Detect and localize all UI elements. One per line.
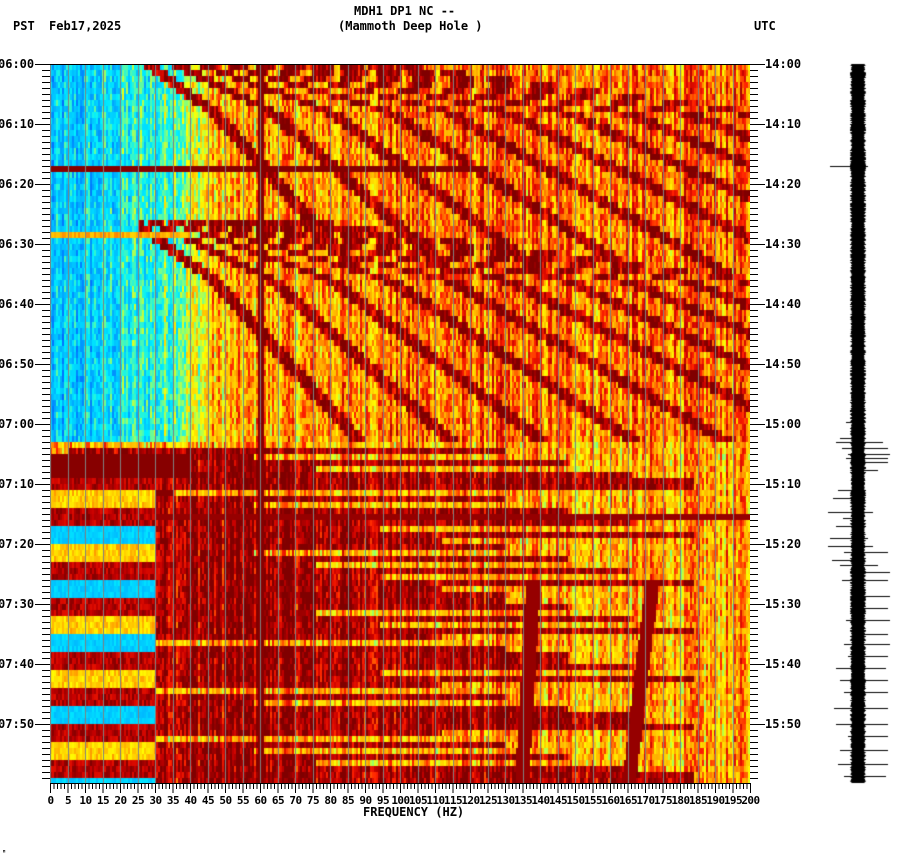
frequency-tick-label: 120 (461, 794, 480, 807)
right-time-tick-label: 15:30 (765, 597, 802, 611)
spectrogram-plot (50, 64, 750, 783)
right-time-tick-label: 14:10 (765, 117, 802, 131)
footer-mark: ᴴ (2, 849, 7, 857)
right-time-tick-label: 15:20 (765, 537, 802, 551)
right-time-tick-label: 14:30 (765, 237, 802, 251)
left-time-tick-label: 06:10 (0, 117, 35, 131)
frequency-tick-label: 85 (341, 794, 355, 807)
right-time-tick-label: 14:50 (765, 357, 802, 371)
frequency-axis: 0 5 10 15 20 25 30 35 40 45 50 55 60 65 70 75 80 85 90 95 10… (47, 783, 760, 813)
frequency-tick-label: 180 (671, 794, 690, 807)
frequency-tick-label: 65 (271, 794, 285, 807)
frequency-tick-label: 130 (496, 794, 515, 807)
left-time-tick-label: 07:40 (0, 657, 35, 671)
frequency-tick-label: 40 (184, 794, 197, 807)
right-time-tick-label: 15:50 (765, 717, 802, 731)
frequency-tick-label: 155 (583, 794, 603, 807)
left-timezone-label: PST (13, 19, 35, 33)
frequency-tick-label: 55 (236, 794, 250, 807)
frequency-tick-label: 35 (166, 794, 180, 807)
date-label: Feb17,2025 (49, 19, 122, 33)
frequency-tick-label: 185 (688, 794, 708, 807)
frequency-tick-label: 110 (426, 794, 445, 807)
seismogram-trace (800, 60, 902, 790)
frequency-tick-label: 15 (96, 794, 110, 807)
frequency-tick-label: 175 (653, 794, 673, 807)
frequency-tick-label: 95 (376, 794, 390, 807)
frequency-tick-label: 10 (79, 794, 92, 807)
chart-title-site: (Mammoth Deep Hole ) (338, 19, 483, 33)
frequency-tick-label: 150 (566, 794, 585, 807)
left-time-tick-label: 06:50 (0, 357, 35, 371)
frequency-tick-label: 160 (601, 794, 620, 807)
frequency-tick-label: 50 (219, 794, 232, 807)
frequency-tick-label: 80 (324, 794, 337, 807)
right-time-tick-label: 14:00 (765, 57, 802, 71)
frequency-tick-label: 30 (149, 794, 162, 807)
x-axis-title: FREQUENCY (HZ) (363, 805, 465, 819)
frequency-tick-label: 90 (359, 794, 372, 807)
frequency-tick-label: 145 (548, 794, 568, 807)
right-time-tick-label: 15:40 (765, 657, 802, 671)
frequency-tick-label: 190 (706, 794, 725, 807)
frequency-tick-label: 70 (289, 794, 302, 807)
left-time-tick-label: 06:20 (0, 177, 35, 191)
chart-title-station: MDH1 DP1 NC -- (354, 4, 456, 18)
frequency-tick-label: 125 (478, 794, 498, 807)
frequency-tick-label: 0 (47, 794, 54, 807)
right-time-tick-label: 15:00 (765, 417, 802, 431)
frequency-tick-label: 75 (306, 794, 320, 807)
frequency-tick-label: 60 (254, 794, 267, 807)
frequency-tick-label: 135 (513, 794, 533, 807)
right-time-tick-label: 14:40 (765, 297, 802, 311)
left-time-tick-label: 07:30 (0, 597, 35, 611)
frequency-tick-label: 100 (391, 794, 410, 807)
left-time-tick-label: 07:20 (0, 537, 35, 551)
frequency-tick-label: 115 (443, 794, 463, 807)
right-time-tick-label: 14:20 (765, 177, 802, 191)
left-time-tick-label: 06:40 (0, 297, 35, 311)
frequency-tick-label: 195 (723, 794, 743, 807)
left-time-tick-label: 07:00 (0, 417, 35, 431)
left-time-tick-label: 07:50 (0, 717, 35, 731)
left-time-tick-label: 06:00 (0, 57, 35, 71)
frequency-tick-label: 20 (114, 794, 127, 807)
left-time-tick-label: 07:10 (0, 477, 35, 491)
frequency-tick-label: 45 (201, 794, 215, 807)
frequency-tick-label: 25 (131, 794, 145, 807)
frequency-tick-label: 170 (636, 794, 655, 807)
frequency-tick-label: 105 (408, 794, 428, 807)
left-time-tick-label: 06:30 (0, 237, 35, 251)
spectrogram-canvas (50, 64, 750, 783)
frequency-tick-label: 200 (741, 794, 760, 807)
right-time-tick-label: 15:10 (765, 477, 802, 491)
frequency-tick-label: 165 (618, 794, 638, 807)
right-timezone-label: UTC (754, 19, 776, 33)
frequency-tick-label: 5 (64, 794, 72, 807)
frequency-tick-label: 140 (531, 794, 550, 807)
